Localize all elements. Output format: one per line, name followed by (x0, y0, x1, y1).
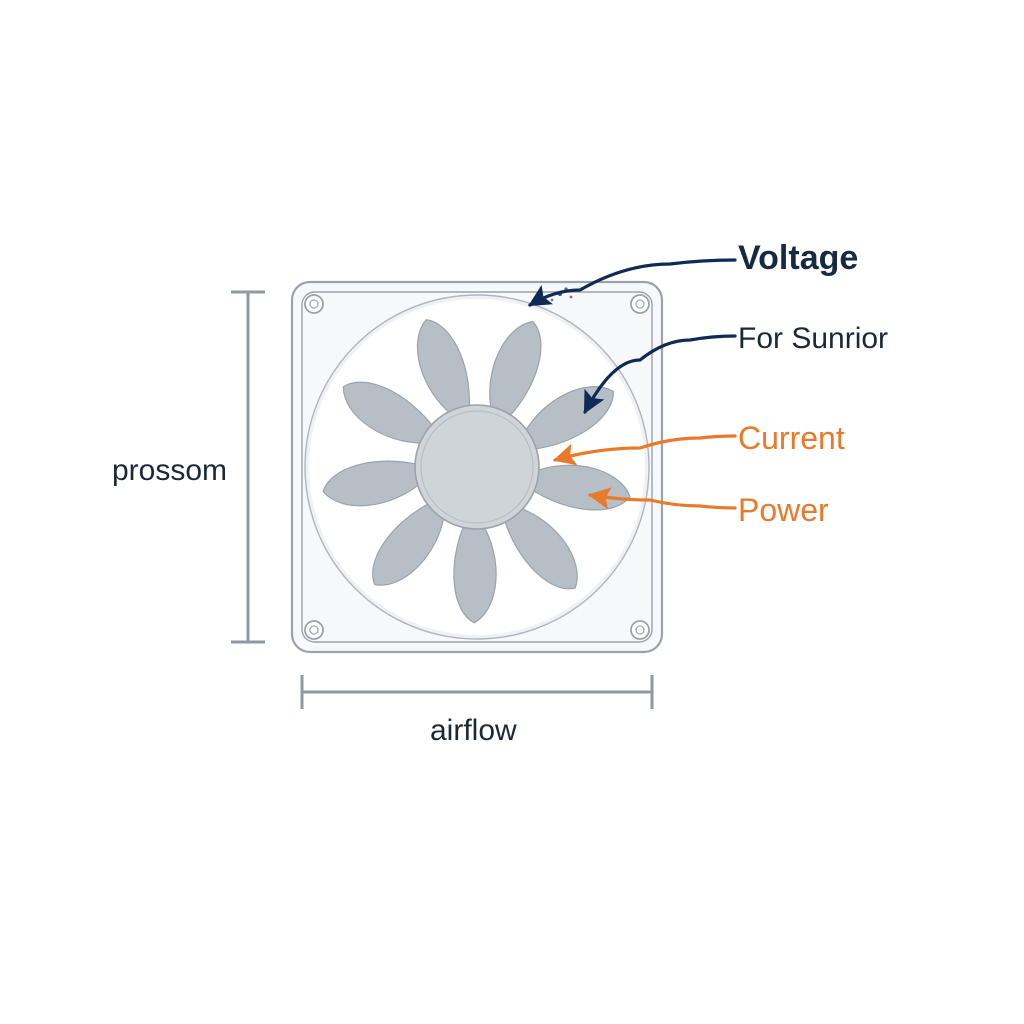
callout-label-power: Power (738, 492, 829, 529)
diagram-stage: prossom airflow Voltage For Sunrior Current P… (0, 0, 1024, 1024)
dim-left-label: prossom (112, 454, 227, 488)
callout-label-voltage: Voltage (738, 239, 858, 278)
diagram-svg (0, 0, 1024, 1024)
callout-label-current: Current (738, 420, 845, 457)
dim-bottom-label: airflow (430, 714, 517, 748)
callout-label-for-sunrior: For Sunrior (738, 322, 888, 356)
